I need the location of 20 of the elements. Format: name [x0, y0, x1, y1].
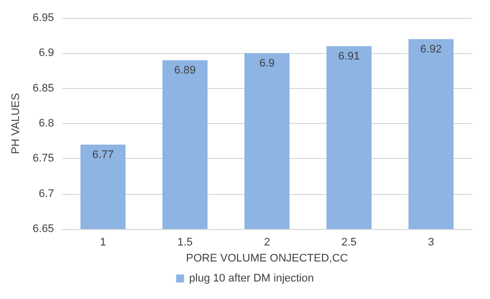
y-tick-label: 6.8: [38, 118, 54, 130]
y-tick-label: 6.75: [32, 152, 54, 165]
x-tick-label: 2.5: [341, 236, 357, 248]
data-label: 6.92: [420, 44, 442, 56]
x-tick-label: 1: [100, 236, 106, 248]
legend-label: plug 10 after DM injection: [189, 272, 314, 284]
x-axis-title: PORE VOLUME ONJECTED,CC: [186, 252, 348, 264]
y-tick-label: 6.95: [32, 12, 54, 24]
x-tick-label: 2: [264, 236, 270, 248]
y-tick-label: 6.7: [38, 188, 54, 200]
y-tick-label: 6.85: [32, 82, 54, 94]
y-tick-label: 6.9: [38, 47, 54, 60]
data-label: 6.77: [92, 149, 114, 162]
y-axis-title: PH VALUES: [10, 93, 22, 154]
x-tick-label: 1.5: [177, 236, 193, 248]
data-label: 6.9: [259, 58, 275, 70]
x-tick-label: 3: [428, 236, 434, 248]
y-tick-label: 6.65: [32, 223, 54, 235]
data-label: 6.91: [338, 50, 360, 63]
data-label: 6.89: [174, 64, 196, 77]
